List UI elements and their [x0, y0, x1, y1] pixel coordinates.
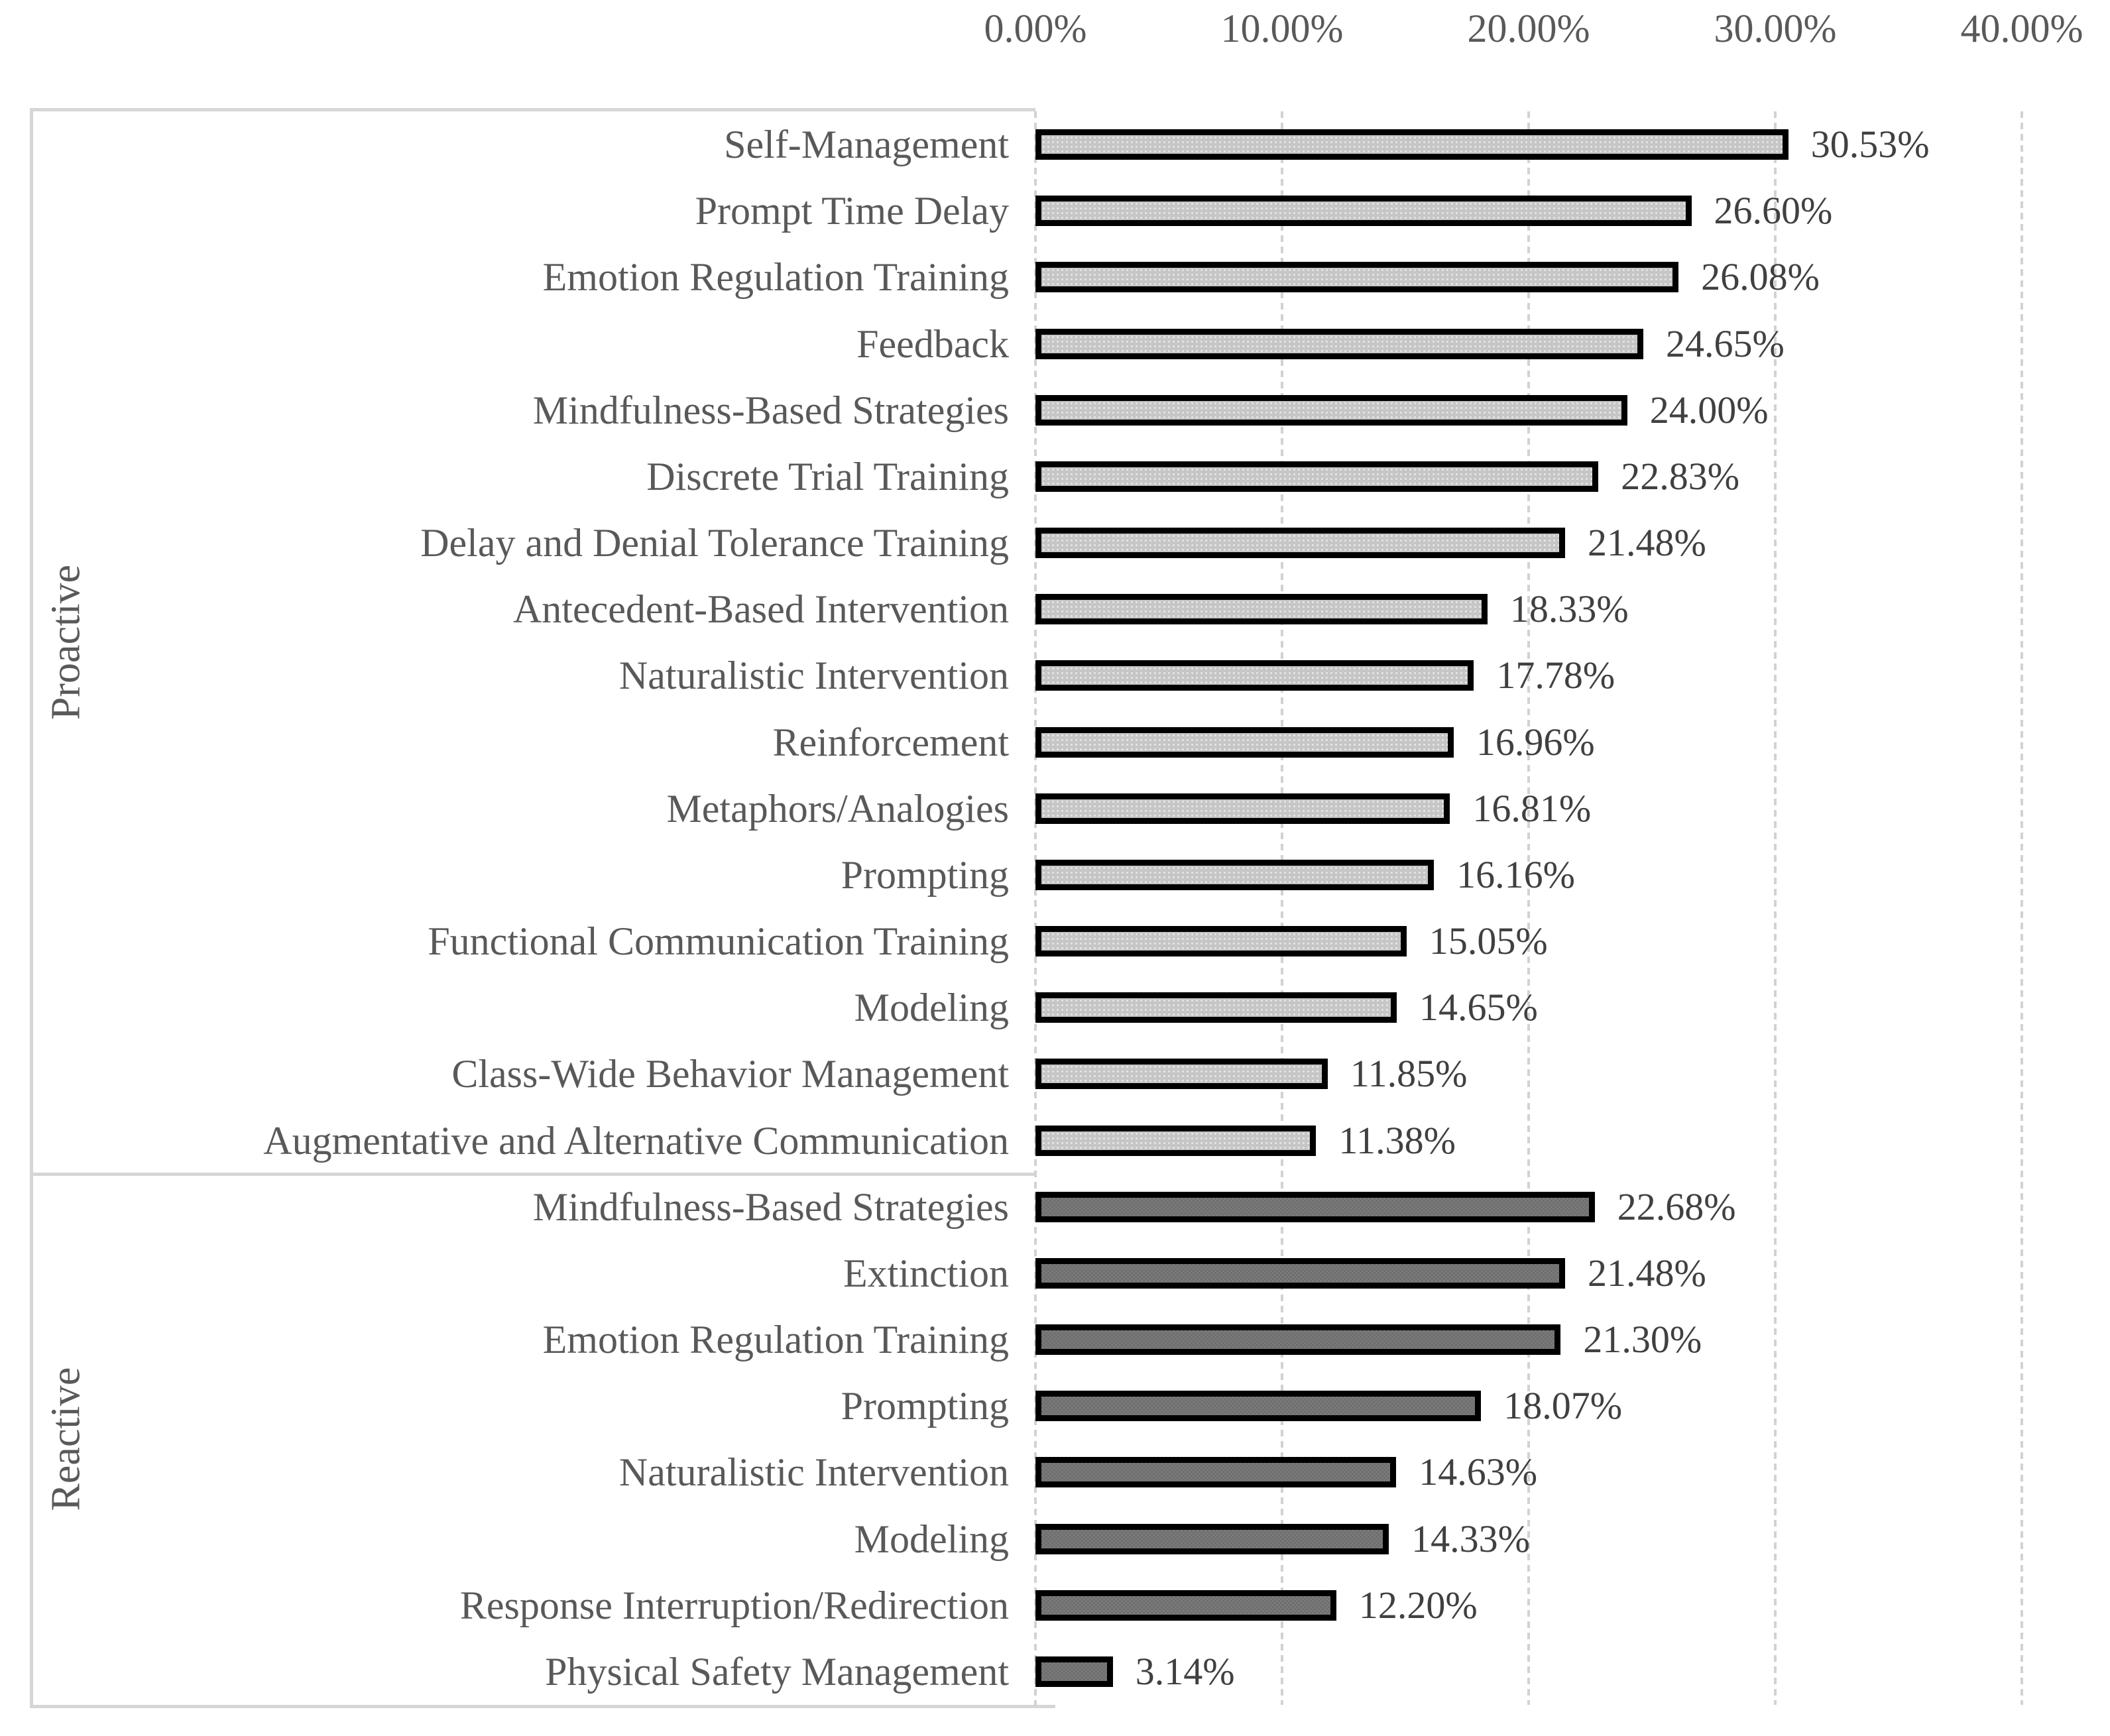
bar-value-label: 16.81% — [1472, 786, 1592, 830]
category-label: Modeling — [854, 986, 1009, 1030]
bar-value-label: 11.38% — [1338, 1118, 1456, 1162]
category-label: Extinction — [843, 1251, 1009, 1295]
category-label: Prompt Time Delay — [695, 189, 1009, 233]
category-label: Mindfulness-Based Strategies — [532, 1185, 1009, 1229]
bar — [1035, 1191, 1595, 1222]
category-label: Class-Wide Behavior Management — [451, 1052, 1009, 1096]
bar — [1035, 660, 1474, 691]
bar-value-label: 22.68% — [1617, 1185, 1736, 1228]
group-label-reactive: Reactive — [43, 1367, 89, 1511]
bar-value-label: 14.65% — [1419, 986, 1538, 1029]
category-label: Functional Communication Training — [428, 919, 1009, 963]
bar — [1035, 1059, 1328, 1090]
bar — [1035, 394, 1627, 426]
bar-value-label: 21.48% — [1588, 1251, 1706, 1295]
gridline — [1281, 111, 1283, 1705]
bar — [1035, 528, 1566, 559]
bar-value-label: 16.96% — [1476, 720, 1595, 764]
category-label: Discrete Trial Training — [646, 454, 1009, 498]
gridline — [2021, 111, 2023, 1705]
bar-value-label: 26.60% — [1714, 189, 1833, 233]
bar — [1035, 461, 1599, 492]
bar-value-label: 16.16% — [1456, 852, 1575, 896]
bar — [1035, 726, 1454, 758]
bar-value-label: 21.30% — [1583, 1318, 1702, 1361]
category-label: Antecedent-Based Intervention — [512, 587, 1009, 632]
category-label: Self-Management — [724, 123, 1009, 166]
gridline — [1774, 111, 1777, 1705]
bar — [1035, 1391, 1482, 1422]
bar-value-label: 14.33% — [1411, 1517, 1530, 1560]
bar-value-label: 12.20% — [1358, 1583, 1478, 1627]
bar-value-label: 15.05% — [1429, 919, 1548, 963]
bar-value-label: 22.83% — [1621, 454, 1740, 498]
category-label: Metaphors/Analogies — [666, 786, 1009, 831]
gridline — [1527, 111, 1530, 1705]
bar — [1035, 992, 1397, 1023]
x-tick-label: 10.00% — [1220, 7, 1344, 50]
group-divider-line — [30, 1172, 1035, 1176]
bar-value-label: 24.65% — [1665, 321, 1785, 365]
bar — [1035, 1324, 1561, 1356]
bar-value-label: 24.00% — [1649, 388, 1769, 432]
category-label: Modeling — [854, 1517, 1009, 1561]
bar-value-label: 30.53% — [1810, 123, 1930, 166]
bar-value-label: 17.78% — [1496, 654, 1615, 697]
bar-value-label: 21.48% — [1588, 521, 1706, 565]
label-area-top-border — [30, 108, 1035, 111]
bar-value-label: 18.33% — [1509, 587, 1629, 631]
bar — [1035, 262, 1679, 293]
category-label: Reinforcement — [772, 720, 1009, 764]
label-area-left-border — [30, 108, 33, 1708]
x-tick-label: 30.00% — [1714, 7, 1837, 50]
category-label: Prompting — [841, 852, 1009, 897]
x-tick-label: 20.00% — [1467, 7, 1590, 50]
x-tick-label: 40.00% — [1960, 7, 2083, 50]
bar — [1035, 1656, 1113, 1687]
bar — [1035, 1125, 1317, 1156]
value-axis-line — [1034, 111, 1037, 1705]
bar-value-label: 3.14% — [1135, 1649, 1235, 1693]
x-tick-label: 0.00% — [984, 7, 1087, 50]
bar — [1035, 926, 1407, 957]
category-label: Response Interruption/Redirection — [459, 1583, 1009, 1627]
bar — [1035, 594, 1488, 625]
category-label: Augmentative and Alternative Communicati… — [263, 1118, 1009, 1163]
bar-value-label: 14.63% — [1419, 1450, 1538, 1494]
bar — [1035, 129, 1788, 160]
bar — [1035, 328, 1643, 359]
category-label: Mindfulness-Based Strategies — [532, 388, 1009, 432]
label-area-bottom-border — [30, 1705, 1055, 1708]
category-label: Emotion Regulation Training — [542, 255, 1009, 300]
category-label: Naturalistic Intervention — [618, 1450, 1009, 1495]
category-label: Prompting — [841, 1384, 1009, 1428]
bar — [1035, 1523, 1389, 1554]
bar — [1035, 859, 1435, 890]
bar-value-label: 11.85% — [1350, 1052, 1468, 1096]
category-label: Emotion Regulation Training — [542, 1318, 1009, 1361]
category-label: Feedback — [856, 321, 1009, 366]
group-label-proactive: Proactive — [43, 565, 89, 721]
bar-value-label: 26.08% — [1701, 255, 1820, 299]
bar — [1035, 1457, 1397, 1488]
bar — [1035, 1590, 1336, 1621]
category-label: Delay and Denial Tolerance Training — [420, 521, 1009, 565]
bar — [1035, 196, 1692, 227]
category-label: Naturalistic Intervention — [618, 654, 1009, 698]
bar-value-label: 18.07% — [1503, 1384, 1623, 1428]
category-label: Physical Safety Management — [545, 1649, 1009, 1694]
bar — [1035, 1257, 1566, 1289]
bar — [1035, 793, 1450, 824]
